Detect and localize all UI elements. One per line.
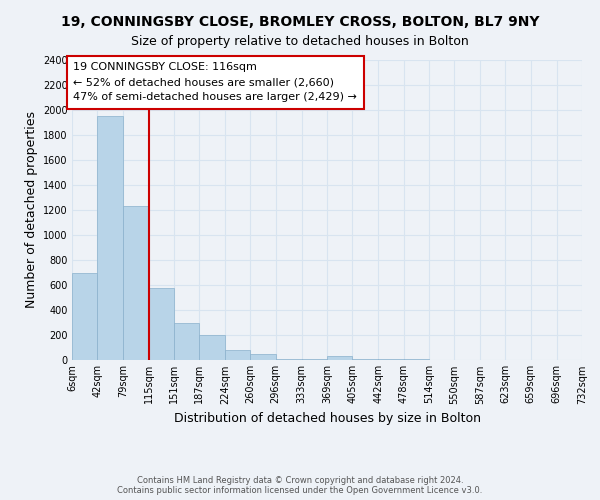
Text: Size of property relative to detached houses in Bolton: Size of property relative to detached ho… (131, 35, 469, 48)
Bar (123, 206, 149, 360)
Bar (327, 356, 352, 360)
Bar (352, 359, 378, 360)
Bar (97, 116, 123, 360)
Bar (174, 322, 199, 360)
Bar (302, 359, 327, 360)
Bar (276, 359, 302, 360)
Text: Contains HM Land Registry data © Crown copyright and database right 2024.
Contai: Contains HM Land Registry data © Crown c… (118, 476, 482, 495)
Text: 19, CONNINGSBY CLOSE, BROMLEY CROSS, BOLTON, BL7 9NY: 19, CONNINGSBY CLOSE, BROMLEY CROSS, BOL… (61, 15, 539, 29)
Y-axis label: Number of detached properties: Number of detached properties (25, 112, 38, 308)
Bar (149, 288, 174, 360)
Text: 19 CONNINGSBY CLOSE: 116sqm
← 52% of detached houses are smaller (2,660)
47% of : 19 CONNINGSBY CLOSE: 116sqm ← 52% of det… (73, 62, 357, 102)
Bar (72, 272, 97, 360)
X-axis label: Distribution of detached houses by size in Bolton: Distribution of detached houses by size … (173, 412, 481, 425)
Bar (225, 350, 250, 360)
Bar (250, 354, 276, 360)
Bar (199, 335, 225, 360)
